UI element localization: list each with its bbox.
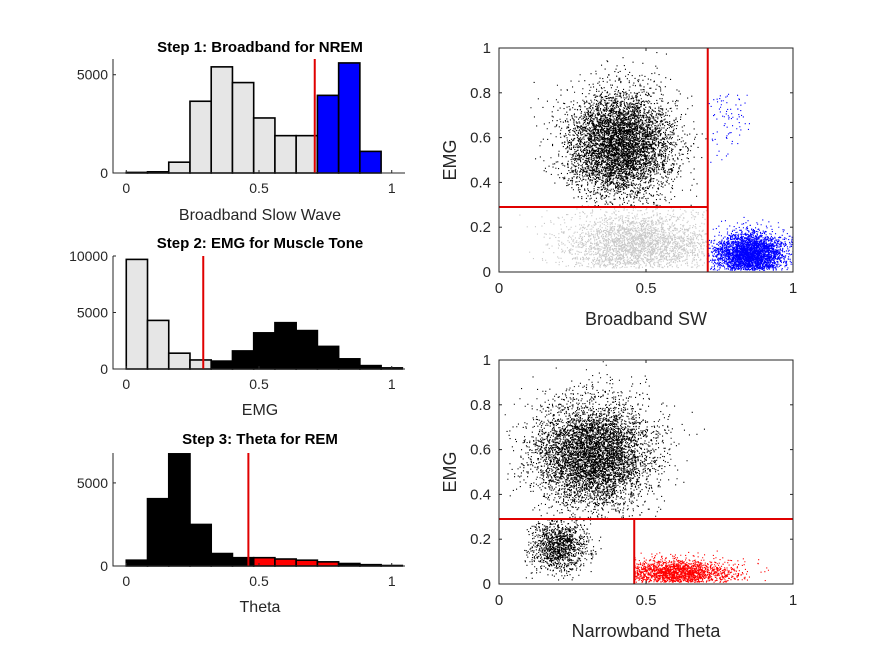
histogram-bar (210, 552, 234, 567)
x-tick-label: 0 (495, 592, 503, 609)
histogram-bar (337, 62, 361, 174)
y-tick-label: 5000 (77, 67, 108, 83)
axes: 0 0.5 1 0 5000 (77, 59, 405, 196)
y-axis-label: EMG (440, 139, 460, 180)
histogram-bar (167, 161, 191, 174)
scatter-cluster-rem (634, 550, 769, 583)
histogram-bar (274, 134, 297, 174)
y-tick-label: 1 (483, 40, 491, 57)
histogram-bar (252, 332, 276, 370)
x-axis-label: EMG (242, 402, 278, 419)
histogram-bar (252, 117, 276, 174)
histogram-bar (189, 100, 213, 174)
x-axis-label: Broadband SW (585, 309, 707, 329)
histogram-theta: Step 3: Theta for REM 0 0.5 1 0 5000 Theta (77, 431, 405, 616)
x-tick-label: 0 (122, 180, 130, 196)
histogram-bar (189, 523, 213, 567)
x-tick-label: 0.5 (249, 376, 269, 392)
chart-title: Step 1: Broadband for NREM (157, 39, 363, 56)
x-tick-label: 0.5 (249, 573, 269, 589)
x-tick-label: 0.5 (636, 280, 657, 297)
histogram-bar (274, 558, 297, 567)
histogram-emg: Step 2: EMG for Muscle Tone 0 0.5 1 0 5000 10… (69, 235, 405, 419)
y-tick-label: 10000 (69, 248, 108, 264)
histogram-bar (125, 258, 149, 370)
x-tick-label: 0 (495, 280, 503, 297)
y-tick-label: 0.6 (470, 442, 491, 459)
histogram-bar (167, 352, 191, 370)
y-axis-label: EMG (440, 451, 460, 492)
y-tick-label: 1 (483, 352, 491, 369)
histogram-bar (210, 66, 234, 174)
x-tick-label: 0 (122, 573, 130, 589)
x-tick-label: 0 (122, 376, 130, 392)
x-axis-label: Theta (240, 599, 281, 616)
histogram-bar (210, 360, 234, 370)
scatter-theta-emg: 0 0.5 1 0 0.2 0.4 0.6 0.8 1 Narrowband Theta EMG (440, 352, 797, 641)
y-tick-label: 0 (100, 558, 108, 574)
x-axis-label: Narrowband Theta (572, 621, 722, 641)
histogram-bar (316, 561, 340, 567)
y-tick-label: 0.4 (470, 174, 491, 191)
histogram-bar (231, 350, 255, 370)
scatter-cluster-low-emg (519, 207, 709, 269)
histogram-bar (359, 150, 382, 174)
axes: 0 0.5 1 0 0.2 0.4 0.6 0.8 1 (470, 40, 797, 297)
histogram-bar (231, 556, 255, 567)
scatter-cluster-nrem (708, 216, 793, 271)
histogram-bar (252, 556, 276, 567)
x-tick-label: 1 (388, 180, 396, 196)
histogram-bar (359, 364, 382, 370)
x-tick-label: 1 (789, 592, 797, 609)
histogram-bar (146, 497, 170, 567)
x-tick-label: 0.5 (636, 592, 657, 609)
y-tick-label: 0.2 (470, 219, 491, 236)
scatter-cluster-wake (530, 52, 707, 208)
y-tick-label: 5000 (77, 475, 108, 491)
chart-title: Step 3: Theta for REM (182, 431, 338, 448)
y-tick-label: 0.4 (470, 486, 491, 503)
x-tick-label: 1 (388, 376, 396, 392)
histogram-bar (337, 358, 361, 370)
histogram-bar (295, 329, 319, 370)
histogram-bar (316, 345, 340, 370)
x-tick-label: 1 (388, 573, 396, 589)
histogram-bar (189, 359, 213, 370)
histogram-bar (316, 94, 340, 174)
histogram-bar (295, 559, 319, 567)
histogram-bar (274, 321, 297, 370)
scatter-broadband-emg: 0 0.5 1 0 0.2 0.4 0.6 0.8 1 Broadband SW EMG (440, 40, 797, 329)
scatter-cluster-wake (504, 361, 705, 520)
y-tick-label: 0.2 (470, 531, 491, 548)
histogram-bar (167, 453, 191, 567)
y-tick-label: 0.8 (470, 85, 491, 102)
x-tick-label: 1 (789, 280, 797, 297)
histogram-broadband: Step 1: Broadband for NREM 0 0.5 1 0 5000 Br… (77, 39, 405, 224)
scatter-cluster-nrem-hi (708, 93, 750, 163)
axes: 0 0.5 1 0 5000 10000 (69, 248, 405, 392)
scatter-cluster-low-emg (524, 519, 602, 581)
axes: 0 0.5 1 0 0.2 0.4 0.6 0.8 1 (470, 352, 797, 609)
chart-title: Step 2: EMG for Muscle Tone (157, 235, 363, 252)
y-tick-label: 0 (483, 264, 491, 281)
histogram-bar (231, 81, 255, 174)
y-tick-label: 0 (100, 165, 108, 181)
points (499, 48, 793, 272)
y-tick-label: 0 (100, 361, 108, 377)
y-tick-label: 0.6 (470, 130, 491, 147)
histogram-bar (146, 319, 170, 370)
points (499, 361, 793, 584)
bars (125, 453, 404, 567)
bars (125, 256, 404, 370)
y-tick-label: 0.8 (470, 397, 491, 414)
histogram-bar (125, 559, 149, 567)
x-axis-label: Broadband Slow Wave (179, 207, 341, 224)
axes: 0 0.5 1 0 5000 (77, 453, 405, 589)
bars (125, 59, 382, 174)
y-tick-label: 5000 (77, 305, 108, 321)
x-tick-label: 0.5 (249, 180, 269, 196)
y-tick-label: 0 (483, 576, 491, 593)
